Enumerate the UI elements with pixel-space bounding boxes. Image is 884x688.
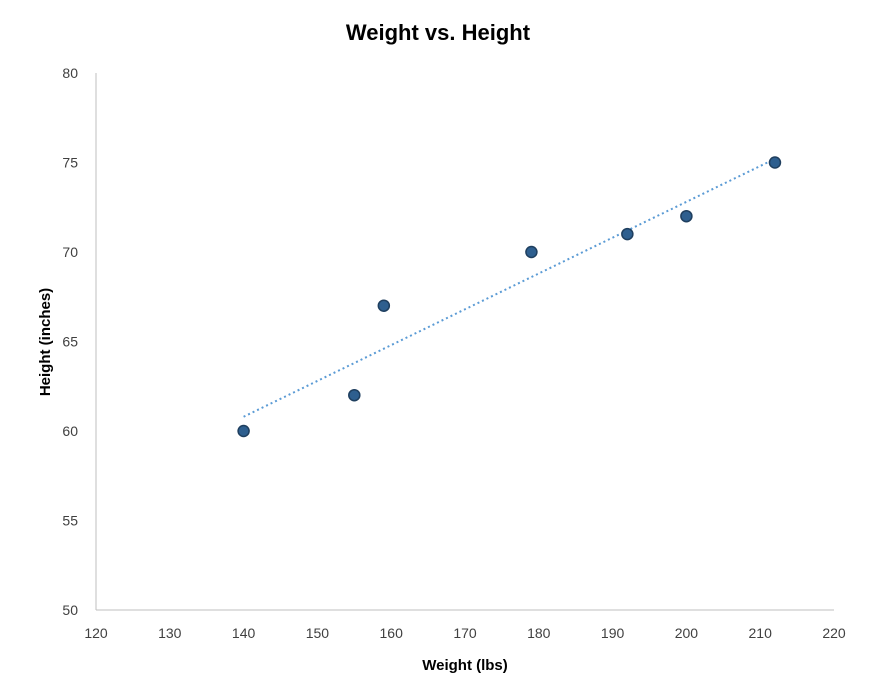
x-tick-label: 140 (232, 625, 256, 641)
axes (95, 73, 834, 611)
chart-title: Weight vs. Height (346, 20, 531, 45)
x-tick-labels: 120 130 140 150 160 170 180 190 200 210 220 (84, 625, 846, 641)
data-point (621, 227, 634, 241)
x-tick-label: 220 (822, 625, 846, 641)
data-point (680, 209, 693, 223)
x-tick-label: 200 (675, 625, 699, 641)
data-point (525, 245, 538, 259)
x-tick-label: 130 (158, 625, 182, 641)
data-point (237, 424, 250, 438)
y-tick-label: 60 (62, 423, 78, 439)
y-tick-label: 50 (62, 602, 78, 618)
x-tick-label: 180 (527, 625, 551, 641)
x-tick-label: 190 (601, 625, 625, 641)
x-tick-label: 120 (84, 625, 108, 641)
data-points (237, 156, 782, 438)
data-point (768, 156, 782, 169)
y-tick-label: 70 (62, 244, 78, 260)
x-tick-label: 210 (749, 625, 773, 641)
x-tick-label: 170 (453, 625, 477, 641)
y-axis-label: Height (inches) (37, 288, 54, 396)
data-point (377, 299, 391, 312)
trendline-group (243, 157, 776, 418)
y-tick-label: 80 (62, 65, 78, 81)
trendline (243, 157, 776, 418)
y-tick-label: 65 (62, 334, 78, 350)
y-tick-labels: 50 55 60 65 70 75 80 (62, 65, 78, 618)
y-tick-label: 75 (62, 155, 78, 171)
x-axis-label: Weight (lbs) (422, 657, 508, 674)
data-point (348, 388, 361, 402)
y-tick-label: 55 (62, 513, 78, 529)
x-tick-label: 160 (380, 625, 404, 641)
x-tick-label: 150 (306, 625, 330, 641)
